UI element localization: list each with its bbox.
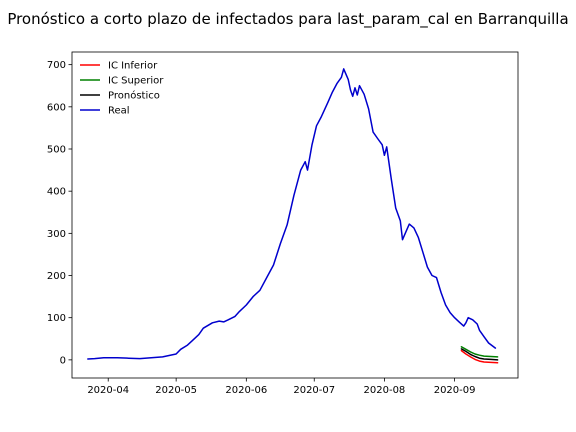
x-tick-label: 2020-07: [293, 385, 335, 396]
x-tick-label: 2020-05: [155, 385, 197, 396]
y-tick-label: 200: [47, 271, 66, 282]
series-line-2: [460, 348, 499, 361]
legend-label: Pronóstico: [108, 90, 160, 102]
y-axis: 0 100 200 300 400 500 600 700: [47, 60, 72, 366]
chart-title: Pronóstico a corto plazo de infectados p…: [7, 10, 568, 29]
series-line-0: [460, 349, 499, 364]
legend-label: IC Superior: [108, 76, 164, 87]
series-layer: [87, 68, 499, 364]
x-tick-label: 2020-04: [87, 385, 129, 396]
plot-frame: [71, 51, 519, 379]
x-tick-label: 2020-06: [225, 385, 267, 396]
x-axis: 2020-04 2020-05 2020-06 2020-07 2020-08 2020-…: [87, 378, 476, 396]
legend-label: Real: [108, 106, 130, 117]
y-tick-label: 0: [60, 355, 66, 366]
y-tick-label: 500: [47, 144, 66, 155]
series-line-3: [87, 68, 497, 360]
series-line-1: [460, 346, 499, 358]
x-tick-label: 2020-08: [364, 385, 406, 396]
y-tick-label: 600: [47, 102, 66, 113]
x-tick-label: 2020-09: [434, 385, 476, 396]
y-tick-label: 400: [47, 187, 66, 198]
plot-area: 2020-04 2020-05 2020-06 2020-07 2020-08 2020-…: [47, 51, 519, 396]
legend-label: IC Inferior: [108, 61, 158, 72]
y-tick-label: 100: [47, 313, 66, 324]
y-tick-label: 700: [47, 60, 66, 71]
legend: IC Inferior IC Superior Pronóstico Real: [80, 61, 164, 117]
y-tick-label: 300: [47, 229, 66, 240]
